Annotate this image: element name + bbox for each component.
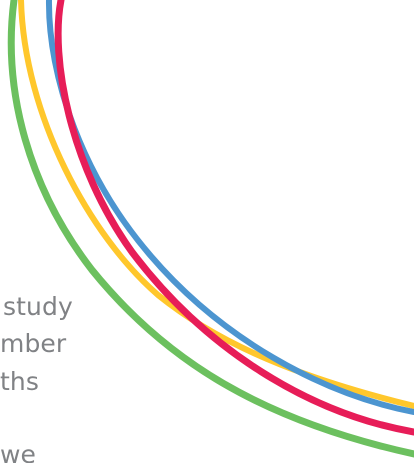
green-arc [7, 0, 414, 458]
red-arc [54, 0, 414, 436]
yellow-arc [18, 0, 414, 409]
